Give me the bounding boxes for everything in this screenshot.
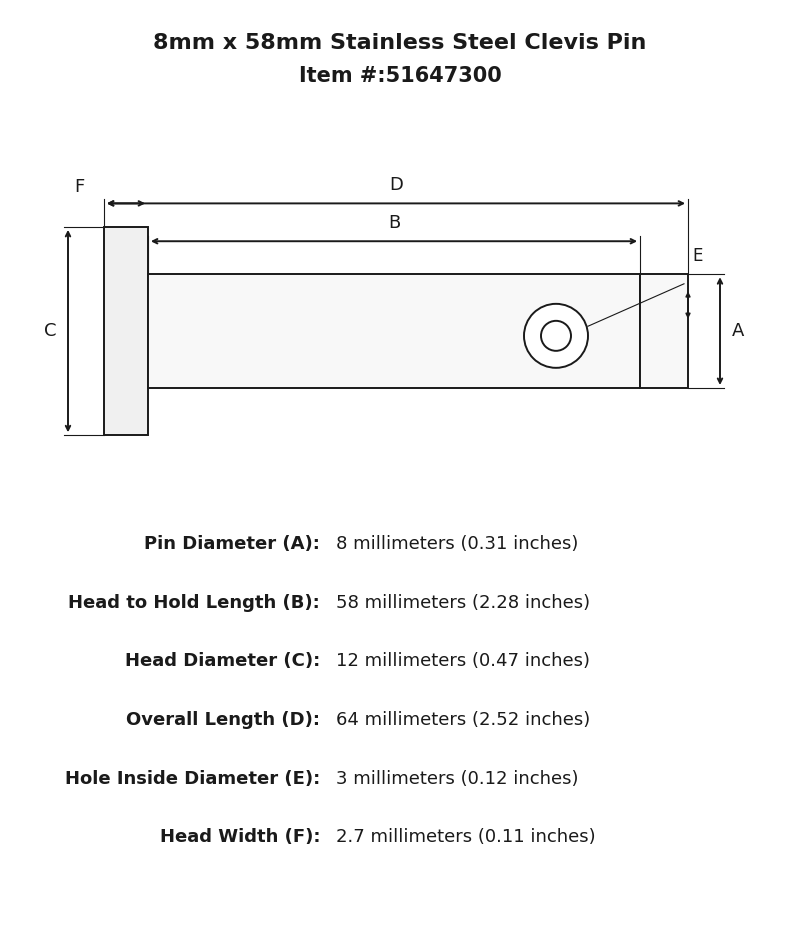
Text: 58 millimeters (2.28 inches): 58 millimeters (2.28 inches) — [336, 593, 590, 612]
Text: 12 millimeters (0.47 inches): 12 millimeters (0.47 inches) — [336, 652, 590, 671]
Text: Overall Length (D):: Overall Length (D): — [126, 710, 320, 729]
Text: 8mm x 58mm Stainless Steel Clevis Pin: 8mm x 58mm Stainless Steel Clevis Pin — [154, 33, 646, 53]
Text: 64 millimeters (2.52 inches): 64 millimeters (2.52 inches) — [336, 710, 590, 729]
Bar — [640, 274, 688, 388]
Text: Head Width (F):: Head Width (F): — [159, 828, 320, 847]
Text: Head Diameter (C):: Head Diameter (C): — [125, 652, 320, 671]
Text: Hole Inside Diameter (E):: Hole Inside Diameter (E): — [65, 769, 320, 788]
Ellipse shape — [541, 321, 571, 351]
Text: Pin Diameter (A):: Pin Diameter (A): — [144, 534, 320, 553]
Text: E: E — [692, 247, 702, 265]
Text: 2.7 millimeters (0.11 inches): 2.7 millimeters (0.11 inches) — [336, 828, 596, 847]
Text: 3 millimeters (0.12 inches): 3 millimeters (0.12 inches) — [336, 769, 578, 788]
Text: A: A — [732, 322, 744, 341]
Bar — [148, 274, 640, 388]
Text: D: D — [389, 176, 403, 194]
Text: Item #:51647300: Item #:51647300 — [298, 66, 502, 86]
Text: C: C — [43, 322, 56, 341]
Ellipse shape — [524, 304, 588, 368]
Text: Head to Hold Length (B):: Head to Hold Length (B): — [68, 593, 320, 612]
Text: B: B — [388, 214, 400, 232]
Text: 8 millimeters (0.31 inches): 8 millimeters (0.31 inches) — [336, 534, 578, 553]
Text: F: F — [74, 178, 84, 196]
FancyBboxPatch shape — [104, 227, 148, 435]
